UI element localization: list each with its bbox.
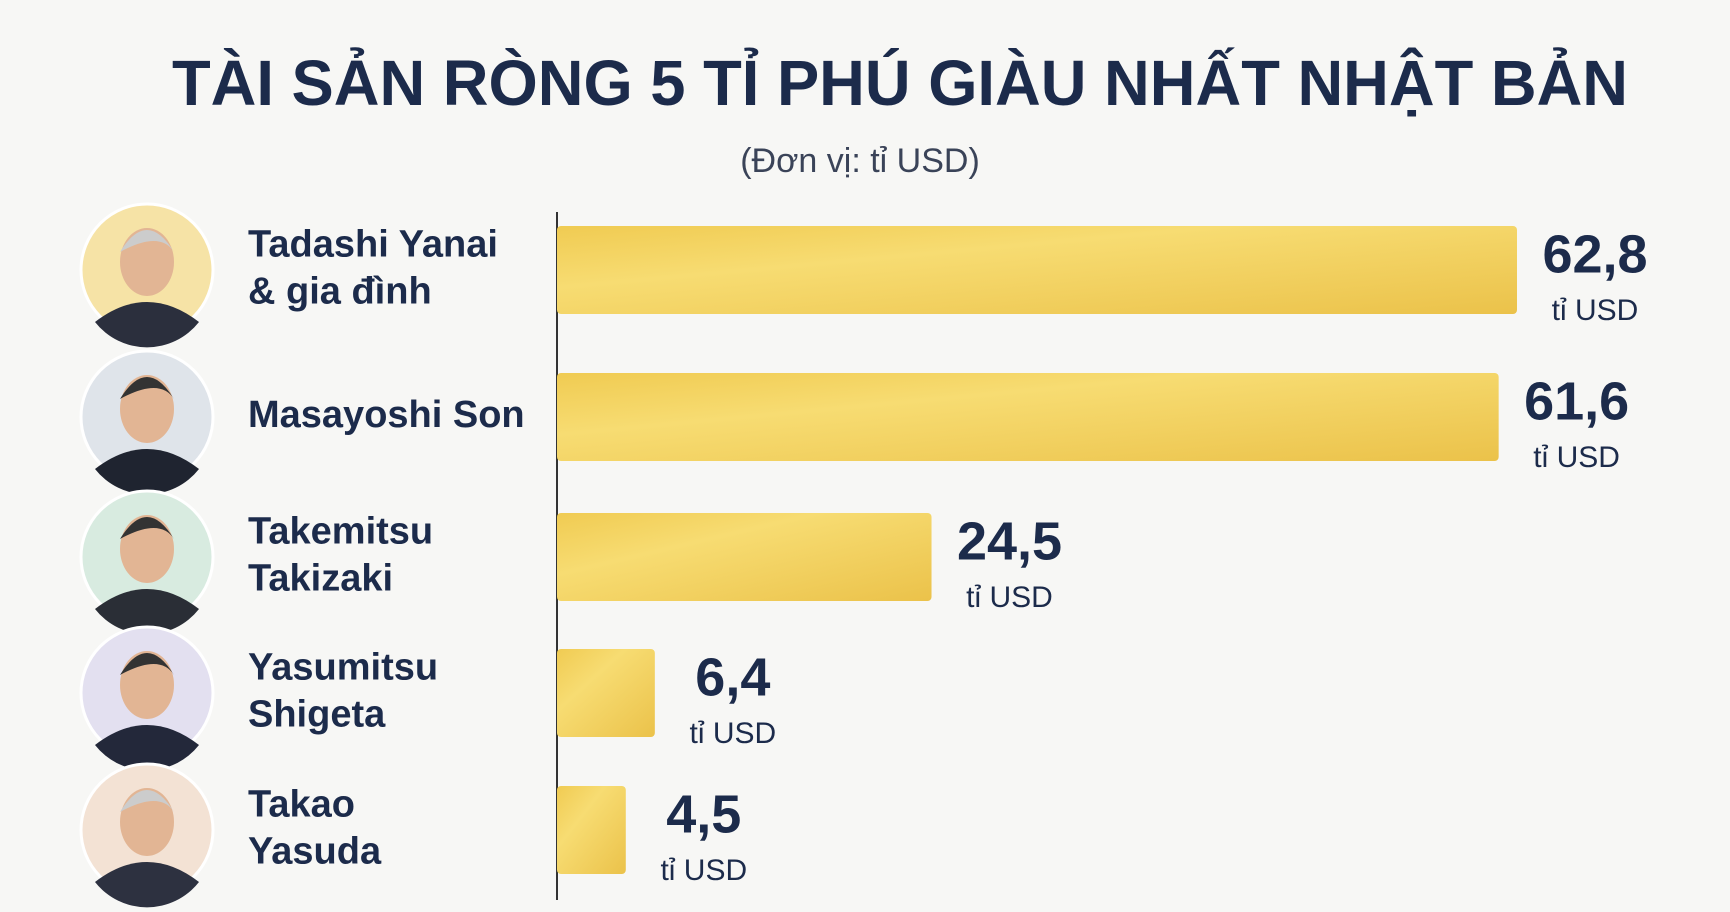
category-label: Yasumitsu [248,647,438,689]
bar [557,513,932,601]
unit-label: tỉ USD [689,717,776,750]
portrait-hair [120,377,174,399]
category-label: Tadashi Yanai [248,224,498,266]
bar [557,786,626,874]
portrait-hair [120,517,174,539]
category-label: Takemitsu [248,511,433,553]
category-label: Takizaki [248,558,393,600]
portrait-hair [120,230,174,252]
unit-label: tỉ USD [1533,441,1620,474]
portrait-body [95,589,199,635]
portrait-hair [120,653,174,675]
bar [557,649,655,737]
unit-label: tỉ USD [966,581,1053,614]
value-label: 6,4 [695,647,770,707]
unit-label: tỉ USD [1552,294,1639,327]
category-label: Yasuda [248,831,382,873]
portrait-body [95,449,199,495]
category-label: Masayoshi Son [248,394,525,436]
chart-subtitle: (Đơn vị: tỉ USD) [740,142,980,180]
portrait-body [95,725,199,771]
value-label: 61,6 [1524,371,1629,431]
category-label: Shigeta [248,694,386,736]
portrait-body [95,302,199,348]
chart-title: TÀI SẢN RÒNG 5 TỈ PHÚ GIÀU NHẤT NHẬT BẢN [172,46,1628,119]
value-label: 24,5 [957,511,1062,571]
unit-label: tỉ USD [660,854,747,887]
bar [557,226,1517,314]
category-label: & gia đình [248,271,432,313]
portrait-body [95,862,199,908]
bar [557,373,1499,461]
value-label: 62,8 [1542,224,1647,284]
portrait-hair [120,790,174,812]
category-label: Takao [248,784,355,826]
value-label: 4,5 [666,784,741,844]
